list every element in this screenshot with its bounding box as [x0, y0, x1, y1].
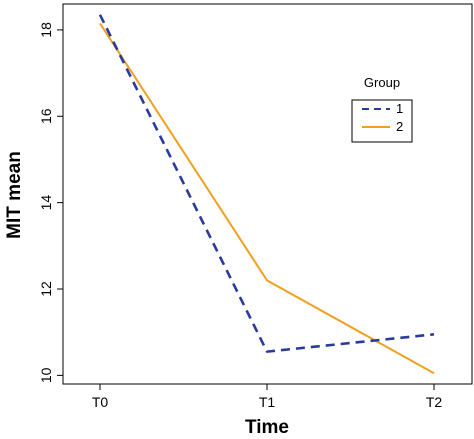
y-tick-label-1: 12	[38, 281, 54, 297]
x-axis: T0 T1 T2	[92, 384, 443, 410]
y-tick-label-3: 16	[38, 108, 54, 124]
y-tick-label-4: 18	[38, 22, 54, 38]
x-tick-label-t1: T1	[259, 394, 276, 410]
legend-label-group-2: 2	[396, 119, 403, 134]
legend: Group 1 2	[351, 75, 413, 143]
y-tick-label-0: 10	[38, 367, 54, 383]
series-line-group-1	[98, 14, 435, 353]
y-axis-title: MIT mean	[4, 151, 25, 239]
x-tick-label-t0: T0	[92, 394, 109, 410]
series-line-group-2	[99, 22, 435, 375]
y-tick-label-2: 14	[38, 195, 54, 211]
x-axis-title: Time	[245, 417, 289, 438]
x-tick-label-t2: T2	[426, 394, 443, 410]
series-layer	[98, 14, 435, 375]
legend-title: Group	[364, 75, 400, 90]
legend-box	[351, 99, 413, 143]
legend-label-group-1: 1	[396, 101, 403, 116]
y-axis: 10 12 14 16 18	[38, 22, 63, 383]
